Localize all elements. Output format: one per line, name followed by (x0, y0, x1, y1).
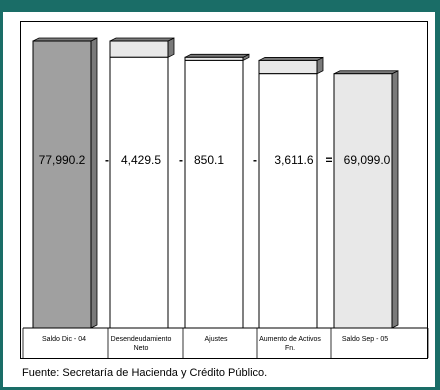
operator-0: - (105, 153, 109, 167)
bar-4-side (391, 70, 399, 329)
value-label-4: 69,099.0 (344, 153, 391, 167)
category-label-1: Desendeudamiento Neto (111, 336, 172, 352)
bar-1 (109, 40, 169, 58)
value-label-0: 77,990.2 (39, 153, 86, 167)
bar-3-base (258, 73, 318, 329)
operator-2: - (253, 153, 257, 167)
category-label-2: Ajustes (205, 336, 228, 343)
header-bar (0, 0, 440, 12)
bar-3 (258, 59, 318, 75)
bar-4 (333, 73, 393, 329)
operator-3: = (325, 153, 332, 167)
bar-0 (32, 40, 92, 329)
category-label-4: Saldo Sep - 05 (342, 336, 388, 343)
bar-1-base (109, 56, 169, 329)
operator-1: - (179, 153, 183, 167)
waterfall-chart: 77,990.2 4,429.5 850.1 3,611.6 69,099.0 - - - = S… (22, 37, 429, 358)
category-label-3: Aumento de Activos Fn. (259, 336, 321, 352)
chart-panel: 77,990.2 4,429.5 850.1 3,611.6 69,099.0 - - - = S… (3, 12, 435, 387)
bar-0-side (90, 37, 98, 329)
value-label-2: 850.1 (194, 153, 224, 167)
category-label-0: Saldo Dic - 04 (42, 336, 86, 343)
source-note: Fuente: Secretaría de Hacienda y Crédito… (22, 367, 268, 379)
value-label-3: 3,611.6 (274, 153, 313, 167)
value-label-1: 4,429.5 (121, 153, 161, 167)
bar-2-base (184, 59, 244, 329)
